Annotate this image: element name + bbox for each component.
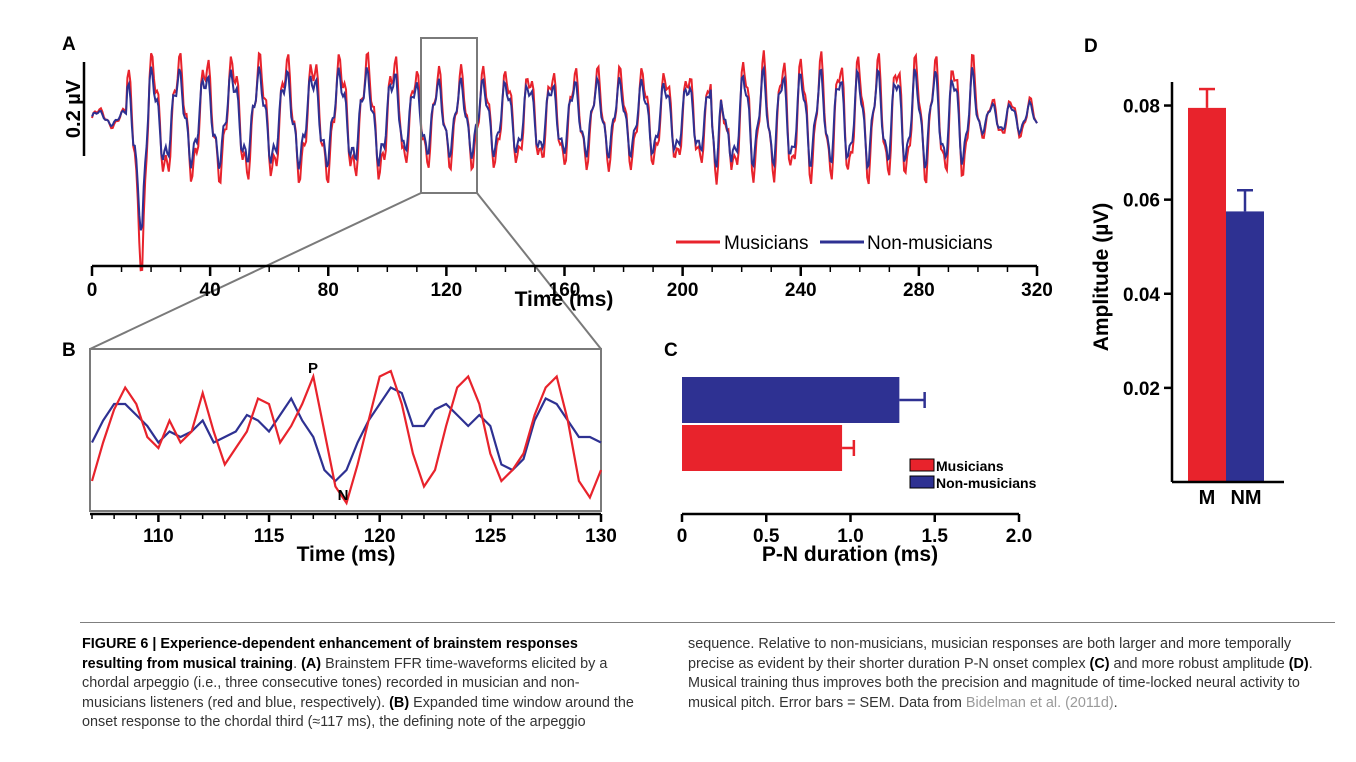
y-tick-label-d: 0.08	[1123, 97, 1160, 118]
caption-end: .	[1113, 694, 1118, 711]
x-tick-label-c: 2.0	[1006, 526, 1032, 547]
x-tick-label-c: 0.5	[753, 526, 780, 547]
panel-b-frame	[89, 348, 602, 512]
scale-bar-label: 0.2 µV	[63, 79, 85, 138]
y-tick-label-d: 0.02	[1123, 379, 1160, 400]
caption-right-column: sequence. Relative to non-musicians, mus…	[688, 635, 1328, 713]
y-tick-label-d: 0.06	[1123, 191, 1160, 212]
x-tick-label-b: 130	[585, 526, 617, 547]
caption-a-text: Brainstem FFR time-waveforms elicited by…	[82, 655, 608, 711]
musicians-waveform	[91, 50, 1038, 272]
caption-b-text: Expanded time window around the onset re…	[82, 694, 634, 731]
x-axis-title-a: Time (ms)	[515, 288, 614, 311]
nonmusicians-onset-line	[91, 386, 602, 483]
panel-label-b: B	[62, 340, 76, 361]
zoom-connector-right	[476, 192, 602, 350]
panel-label-a: A	[62, 34, 76, 55]
caption-reference-link[interactable]: Bidelman et al. (2011d)	[965, 694, 1114, 711]
caption-c-tag: (C)	[1089, 655, 1110, 672]
x-ticks-b: 110 115 120 125 130	[91, 514, 617, 547]
legend-c-musicians-label: Musicians	[936, 458, 1004, 474]
x-tick-label-a: 40	[200, 280, 221, 301]
caption-right-2: and more robust amplitude	[1109, 655, 1289, 672]
x-tick-label-b: 120	[364, 526, 396, 547]
waveform-lines	[91, 50, 1038, 272]
x-tick-label-a: 80	[318, 280, 339, 301]
x-tick-label-a: 160	[549, 280, 581, 301]
legend-musicians-label: Musicians	[724, 233, 808, 254]
panel-d: 0.02 0.04 0.06 0.08 Amplitude (µV) M NM	[1090, 82, 1284, 509]
y-ticks-d: 0.02 0.04 0.06 0.08	[1123, 97, 1172, 400]
x-tick-label-b: 110	[143, 526, 174, 547]
legend-nonmusicians-label: Non-musicians	[867, 233, 993, 254]
bar-musicians-pn	[682, 425, 843, 471]
panel-b: P N 110 115 120 125 130 Time (ms)	[89, 348, 617, 566]
panel-a: 0.2 µV 0 40 80 120 160 200 240 280 320 Time (ms)…	[63, 37, 1053, 350]
x-tick-label-c: 0	[677, 526, 688, 547]
caption-d-tag: (D)	[1288, 655, 1309, 672]
x-tick-label-c: 1.5	[922, 526, 949, 547]
zoom-connector-left	[89, 192, 422, 350]
x-tick-label-a: 120	[431, 280, 463, 301]
x-tick-label-a: 240	[785, 280, 817, 301]
caption-figure-label: FIGURE 6 | Experience-dependent enhancem…	[82, 636, 578, 672]
bar-m-amplitude	[1188, 107, 1226, 482]
caption-b-tag: (B)	[389, 694, 410, 711]
x-ticks-a: 0 40 80 120 160 200 240 280 320	[87, 266, 1053, 301]
legend-c-nonmusicians-label: Non-musicians	[936, 475, 1037, 491]
nonmusicians-waveform	[91, 64, 1038, 231]
caption-right-3: . Musical training thus improves both th…	[688, 655, 1313, 711]
expanded-waveforms	[90, 369, 603, 506]
pn-duration-bars	[682, 377, 926, 471]
x-tick-label-a: 200	[667, 280, 699, 301]
caption-right-1: sequence. Relative to non-musicians, mus…	[688, 636, 1292, 672]
x-tick-label-a: 0	[87, 280, 98, 301]
x-tick-label-c: 1.0	[837, 526, 863, 547]
legend-c-nonmusicians-swatch	[909, 475, 935, 489]
panel-c: 0 0.5 1.0 1.5 2.0 P-N duration (ms) Musician…	[677, 377, 1037, 566]
peak-label-n: N	[338, 487, 349, 504]
panel-label-c: C	[664, 340, 678, 361]
x-axis-title-b: Time (ms)	[297, 543, 396, 566]
x-tick-label-b: 125	[474, 526, 506, 547]
caption-left-column: FIGURE 6 | Experience-dependent enhancem…	[82, 635, 642, 733]
caption-rule	[80, 622, 1335, 623]
x-tick-label-a: 320	[1021, 280, 1053, 301]
x-ticks-c: 0 0.5 1.0 1.5 2.0	[677, 514, 1032, 547]
y-tick-label-d: 0.04	[1123, 285, 1160, 306]
amplitude-bars	[1188, 87, 1264, 483]
figure-6: A B C D 0.2 µV 0 40 80 120 160 200 240 280 320 T…	[62, 34, 1284, 566]
musicians-onset-line	[90, 369, 603, 506]
zoom-window-box	[420, 37, 478, 194]
x-axis-title-c: P-N duration (ms)	[762, 543, 938, 566]
panel-label-d: D	[1084, 36, 1098, 57]
legend-c-musicians-swatch	[909, 458, 935, 472]
x-tick-label-b: 115	[254, 526, 285, 547]
bar-nonmusicians-pn	[682, 377, 900, 423]
peak-label-p: P	[308, 360, 318, 377]
category-label-m: M	[1199, 487, 1216, 509]
y-axis-title-d: Amplitude (µV)	[1090, 203, 1113, 352]
category-label-nm: NM	[1230, 487, 1261, 509]
caption-a-tag: (A)	[301, 655, 322, 672]
caption-sep: .	[293, 655, 302, 672]
x-tick-label-a: 280	[903, 280, 935, 301]
bar-nm-amplitude	[1226, 211, 1264, 483]
